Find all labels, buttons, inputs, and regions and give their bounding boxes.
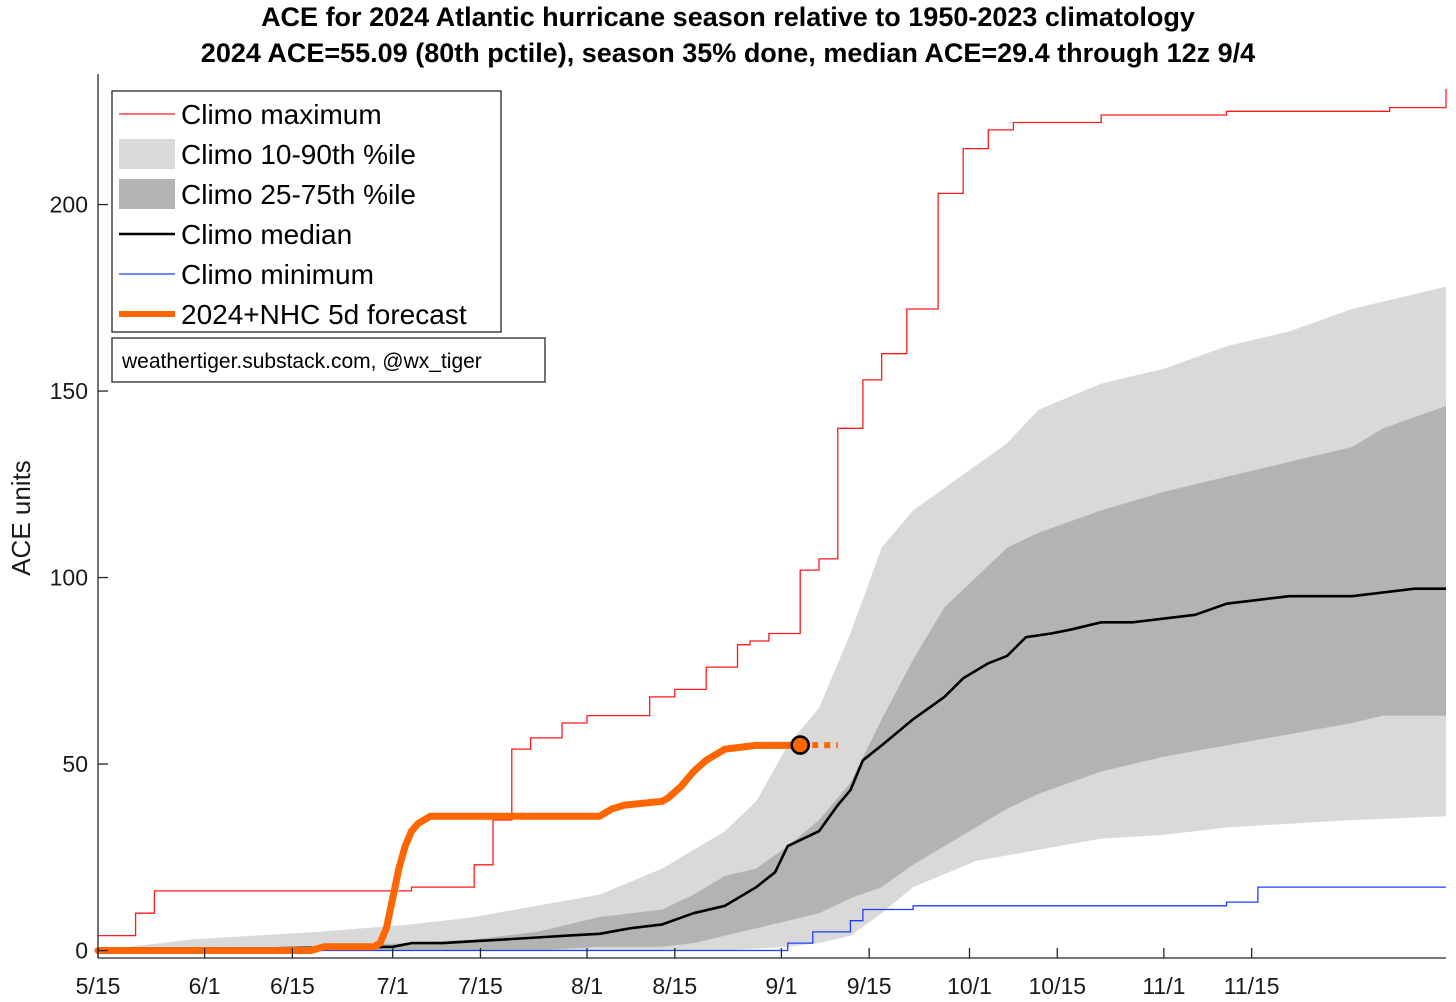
legend-item-p25_75: Climo 25-75th %ile xyxy=(119,179,416,210)
credit-text: weathertiger.substack.com, @wx_tiger xyxy=(121,350,482,373)
x-tick-label: 9/15 xyxy=(847,973,892,999)
current-ace-marker xyxy=(790,735,811,755)
x-tick-label: 11/1 xyxy=(1142,973,1185,999)
chart-subtitle: 2024 ACE=55.09 (80th pctile), season 35%… xyxy=(200,38,1256,68)
x-tick-label: 7/1 xyxy=(377,973,409,999)
climo-median-line xyxy=(97,587,1446,952)
x-tick-label: 10/1 xyxy=(947,973,992,999)
forecast-2024-line xyxy=(94,741,804,954)
legend-box xyxy=(111,90,502,333)
legend-item-minimum: Climo minimum xyxy=(119,259,374,290)
y-axis-label: ACE units xyxy=(6,460,36,576)
x-axis-ticks: 5/15 6/1 6/15 7/1 7/15 8/1 8/15 9/1 9/15 10/1 10/1… xyxy=(76,948,1280,999)
y-tick-label: 150 xyxy=(50,378,88,404)
climo-maximum-line xyxy=(98,88,1447,937)
percentile-bands xyxy=(98,286,1446,951)
series-lines xyxy=(94,88,1447,954)
legend-label: Climo minimum xyxy=(181,259,374,290)
legend-swatch xyxy=(119,139,175,169)
legend-label: 2024+NHC 5d forecast xyxy=(181,299,467,330)
x-tick-label: 7/15 xyxy=(458,973,503,999)
legend-label: Climo 25-75th %ile xyxy=(181,179,416,210)
legend-item-maximum: Climo maximum xyxy=(119,99,382,130)
y-tick-label: 50 xyxy=(62,751,88,777)
legend-label: Climo median xyxy=(181,219,352,250)
legend-item-forecast: 2024+NHC 5d forecast xyxy=(119,299,467,330)
x-tick-label: 8/15 xyxy=(652,973,697,999)
legend: Climo maximum Climo 10-90th %ile Climo 25-… xyxy=(111,90,502,333)
legend-item-p10_90: Climo 10-90th %ile xyxy=(119,139,416,170)
x-tick-label: 6/1 xyxy=(189,973,221,999)
chart-title: ACE for 2024 Atlantic hurricane season r… xyxy=(261,2,1195,32)
legend-swatch xyxy=(119,179,175,209)
band-10-90 xyxy=(98,286,1446,951)
x-tick-label: 6/15 xyxy=(270,973,315,999)
y-tick-label: 200 xyxy=(50,192,88,218)
x-tick-label: 10/15 xyxy=(1028,973,1086,999)
y-tick-label: 100 xyxy=(50,565,88,591)
y-axis-ticks: 0 50 100 150 200 xyxy=(50,192,108,964)
legend-label: Climo 10-90th %ile xyxy=(181,139,416,170)
legend-label: Climo maximum xyxy=(181,99,382,130)
y-tick-label: 0 xyxy=(75,938,88,964)
climo-minimum-line xyxy=(98,886,1446,952)
axes xyxy=(97,74,1446,959)
x-tick-label: 11/15 xyxy=(1224,973,1280,999)
x-tick-label: 8/1 xyxy=(571,973,603,999)
legend-item-median: Climo median xyxy=(119,219,352,250)
band-25-75 xyxy=(98,406,1446,951)
x-tick-label: 9/1 xyxy=(765,973,797,999)
credit-box: weathertiger.substack.com, @wx_tiger xyxy=(111,337,546,383)
x-tick-label: 5/15 xyxy=(76,973,121,999)
